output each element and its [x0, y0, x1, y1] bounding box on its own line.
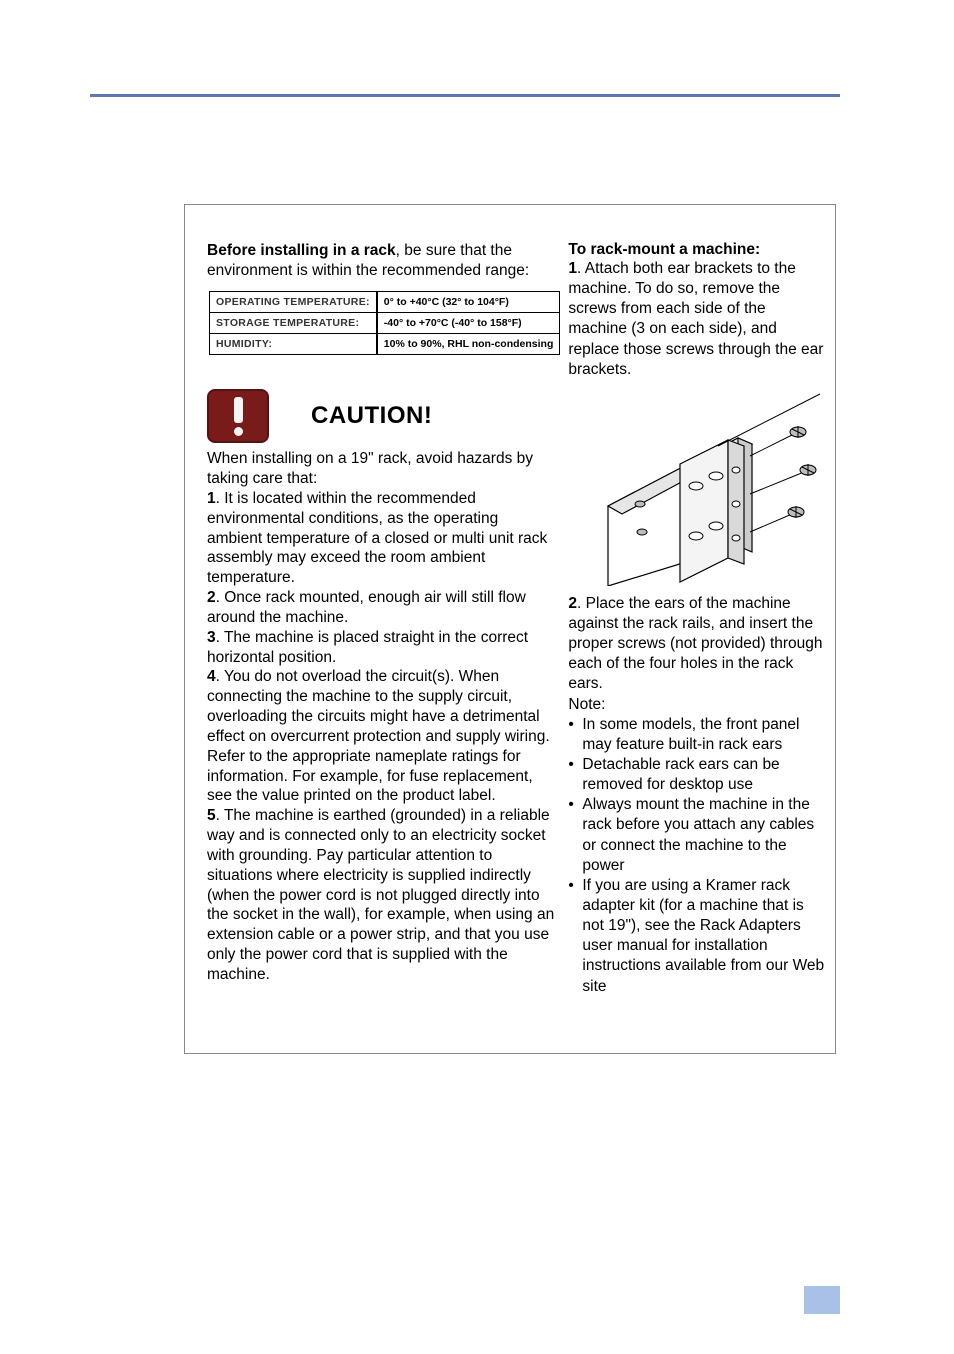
intro-text: Before installing in a rack, be sure tha…	[207, 241, 560, 281]
table-row: OPERATING TEMPERATURE: 0° to +40°C (32° …	[210, 292, 559, 312]
right-column: To rack-mount a machine: 1. Attach both …	[560, 205, 842, 1053]
spec-label: HUMIDITY:	[210, 333, 377, 354]
left-column: Before installing in a rack, be sure tha…	[185, 205, 560, 1053]
spec-value: 0° to +40°C (32° to 104°F)	[377, 292, 560, 312]
item-num: 5	[207, 807, 216, 824]
list-item: If you are using a Kramer rack adapter k…	[568, 876, 824, 997]
caution-item: 5. The machine is earthed (grounded) in …	[207, 806, 556, 984]
item-num: 4	[207, 668, 216, 685]
bracket-figure	[568, 386, 824, 586]
step-text: . Attach both ear brackets to the machin…	[568, 260, 823, 378]
caution-header: CAUTION!	[207, 389, 560, 443]
intro-bold: Before installing in a rack	[207, 242, 396, 259]
item-text: . You do not overload the circuit(s). Wh…	[207, 668, 550, 804]
item-text: . The machine is earthed (grounded) in a…	[207, 807, 554, 983]
rack-step-2: 2. Place the ears of the machine against…	[568, 594, 824, 695]
page-tab	[804, 1286, 840, 1314]
caution-item: 2. Once rack mounted, enough air will st…	[207, 588, 556, 628]
spec-table-body: OPERATING TEMPERATURE: 0° to +40°C (32° …	[210, 292, 559, 354]
item-num: 2	[207, 589, 216, 606]
item-text: . Once rack mounted, enough air will sti…	[207, 589, 526, 626]
table-row: HUMIDITY: 10% to 90%, RHL non-condensing	[210, 333, 559, 354]
spec-label: OPERATING TEMPERATURE:	[210, 292, 377, 312]
spec-label: STORAGE TEMPERATURE:	[210, 312, 377, 333]
spec-table: OPERATING TEMPERATURE: 0° to +40°C (32° …	[209, 291, 560, 355]
content-frame: Before installing in a rack, be sure tha…	[184, 204, 836, 1054]
warning-icon	[207, 389, 269, 443]
item-text: . The machine is placed straight in the …	[207, 629, 528, 666]
step-text: . Place the ears of the machine against …	[568, 595, 822, 693]
header-rule	[90, 94, 840, 97]
note-label: Note:	[568, 695, 824, 715]
caution-item: 1. It is located within the recommended …	[207, 489, 556, 588]
list-item: Detachable rack ears can be removed for …	[568, 755, 824, 795]
rack-step-1: 1. Attach both ear brackets to the machi…	[568, 259, 824, 380]
rack-mount-heading: To rack-mount a machine:	[568, 241, 824, 259]
item-num: 1	[207, 490, 216, 507]
item-num: 3	[207, 629, 216, 646]
list-item: Always mount the machine in the rack bef…	[568, 795, 824, 876]
caution-body: When installing on a 19" rack, avoid haz…	[207, 449, 560, 984]
step-num: 1	[568, 260, 577, 277]
spec-value: 10% to 90%, RHL non-condensing	[377, 333, 560, 354]
caution-lead: When installing on a 19" rack, avoid haz…	[207, 449, 556, 489]
list-item: In some models, the front panel may feat…	[568, 715, 824, 755]
item-text: . It is located within the recommended e…	[207, 490, 547, 586]
spec-value: -40° to +70°C (-40° to 158°F)	[377, 312, 560, 333]
step-num: 2	[568, 595, 577, 612]
note-bullets: In some models, the front panel may feat…	[568, 715, 824, 997]
table-row: STORAGE TEMPERATURE: -40° to +70°C (-40°…	[210, 312, 559, 333]
caution-item: 4. You do not overload the circuit(s). W…	[207, 667, 556, 806]
caution-title: CAUTION!	[311, 402, 432, 430]
caution-item: 3. The machine is placed straight in the…	[207, 628, 556, 668]
